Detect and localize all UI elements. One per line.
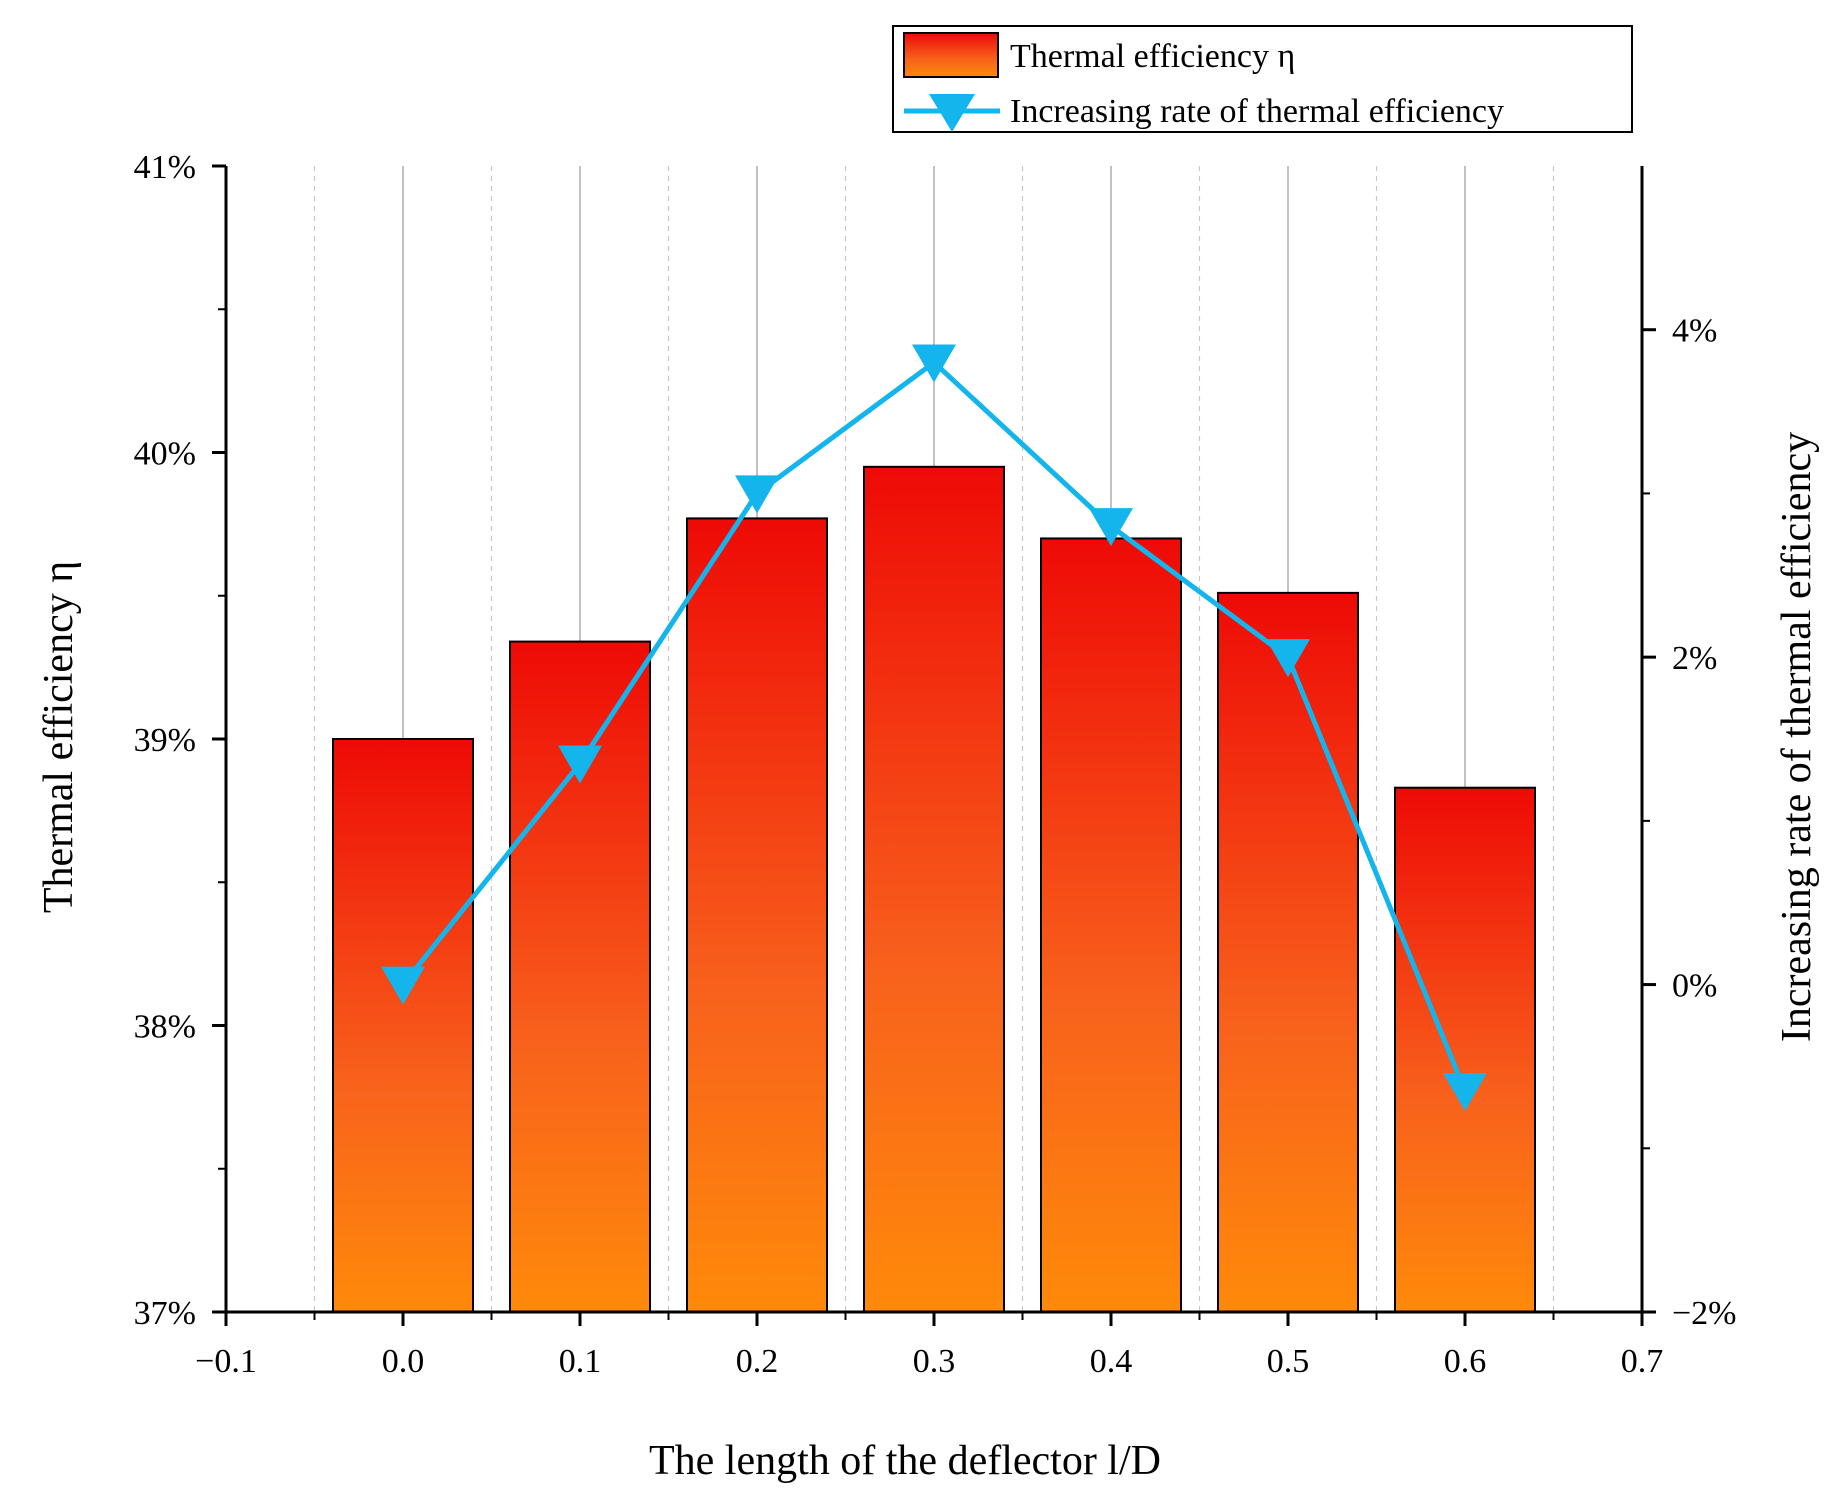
point-marker [558, 745, 602, 784]
bar [509, 640, 651, 1313]
bar [686, 517, 828, 1313]
line-series [381, 344, 1487, 1111]
point-marker [381, 966, 425, 1005]
y2-tick-label: 4% [1672, 313, 1717, 350]
y-tick-label: 37% [134, 1295, 196, 1332]
x-tick-label: 0.7 [1621, 1343, 1664, 1380]
y2-tick-label: −2% [1672, 1295, 1737, 1332]
x-tick-label: 0.6 [1444, 1343, 1487, 1380]
point-marker [1443, 1072, 1487, 1111]
y2-tick-label: 0% [1672, 968, 1717, 1005]
bar [332, 738, 474, 1313]
bar [1040, 537, 1182, 1313]
bar [863, 465, 1005, 1313]
y-tick-label: 38% [134, 1009, 196, 1046]
legend-bar-label: Thermal efficiency η [1010, 38, 1295, 75]
x-tick-label: 0.5 [1267, 1343, 1310, 1380]
point-marker [735, 475, 779, 514]
y-tick-label: 40% [134, 436, 196, 473]
legend-box [892, 25, 1633, 133]
legend-line-label: Increasing rate of thermal efficiency [1010, 93, 1504, 130]
x-tick-label: 0.4 [1090, 1343, 1133, 1380]
legend-triangle-marker-icon [929, 94, 975, 132]
bar [1217, 591, 1359, 1313]
x-tick-label: 0.2 [736, 1343, 779, 1380]
y2-tick-label: 2% [1672, 640, 1717, 677]
y2-axis-title: Increasing rate of thermal efficiency [1774, 432, 1820, 1042]
tick-labels: −0.1 0.0 0.1 0.2 0.3 0.4 0.5 0.6 0.7 37% 38% 39% 40%… [134, 149, 1737, 1380]
y-tick-label: 39% [134, 722, 196, 759]
bar-series [332, 465, 1536, 1313]
x-tick-label: 0.0 [382, 1343, 425, 1380]
point-marker [1089, 508, 1133, 547]
bar [1394, 786, 1536, 1313]
x-tick-label: −0.1 [195, 1343, 257, 1380]
legend-bar-swatch [903, 32, 999, 78]
legend: Thermal efficiency η Increasing rate of … [892, 25, 1633, 133]
axes [212, 164, 1656, 1326]
x-tick-label: 0.1 [559, 1343, 602, 1380]
point-marker [1266, 639, 1310, 678]
point-marker [912, 344, 956, 383]
y-tick-label: 41% [134, 149, 196, 186]
x-axis-title: The length of the deflector l/D [649, 1438, 1161, 1484]
y-axis-title: Thermal efficiency η [36, 561, 82, 913]
x-tick-label: 0.3 [913, 1343, 956, 1380]
